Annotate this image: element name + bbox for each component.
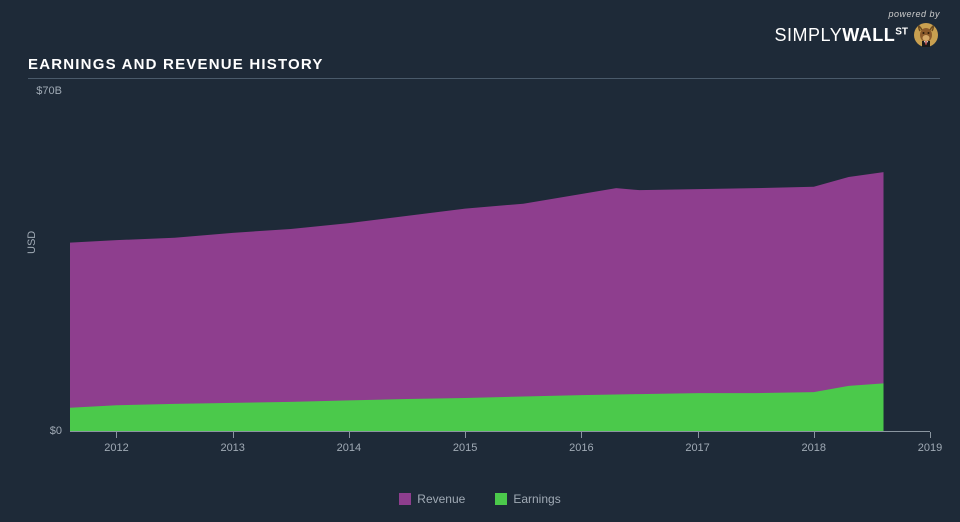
x-tick	[233, 432, 234, 438]
x-axis-line	[70, 431, 930, 432]
x-tick-label: 2015	[453, 442, 477, 454]
area-chart-svg	[70, 92, 930, 432]
logo-powered-text: powered by	[775, 10, 940, 19]
x-tick	[116, 432, 117, 438]
x-tick-label: 2017	[685, 442, 709, 454]
legend-swatch-earnings	[495, 493, 507, 505]
logo-main: SIMPLYWALLST	[775, 21, 940, 49]
y-tick-label: $70B	[12, 85, 62, 97]
y-tick-label: $0	[12, 425, 62, 437]
x-tick	[814, 432, 815, 438]
plot-area: 20122013201420152016201720182019	[70, 92, 930, 432]
x-tick	[698, 432, 699, 438]
x-tick	[349, 432, 350, 438]
logo-simply: SIMPLY	[775, 25, 843, 45]
chart-title: EARNINGS AND REVENUE HISTORY	[28, 56, 324, 73]
x-tick	[581, 432, 582, 438]
legend-item-earnings: Earnings	[495, 492, 560, 506]
title-underline	[28, 78, 940, 79]
bull-icon	[912, 21, 940, 49]
legend-swatch-revenue	[399, 493, 411, 505]
x-tick	[930, 432, 931, 438]
y-axis-label: USD	[26, 231, 38, 254]
x-tick-label: 2018	[802, 442, 826, 454]
revenue-area	[70, 172, 884, 432]
legend-item-revenue: Revenue	[399, 492, 465, 506]
x-tick-label: 2019	[918, 442, 942, 454]
x-tick-label: 2014	[337, 442, 361, 454]
legend-label-earnings: Earnings	[513, 492, 560, 506]
logo-wall: WALL	[842, 25, 895, 45]
x-tick-label: 2013	[220, 442, 244, 454]
legend: Revenue Earnings	[0, 492, 960, 506]
logo: powered by SIMPLYWALLST	[775, 10, 940, 49]
x-tick-label: 2012	[104, 442, 128, 454]
logo-st: ST	[895, 26, 908, 37]
x-tick-label: 2016	[569, 442, 593, 454]
x-tick	[465, 432, 466, 438]
legend-label-revenue: Revenue	[417, 492, 465, 506]
